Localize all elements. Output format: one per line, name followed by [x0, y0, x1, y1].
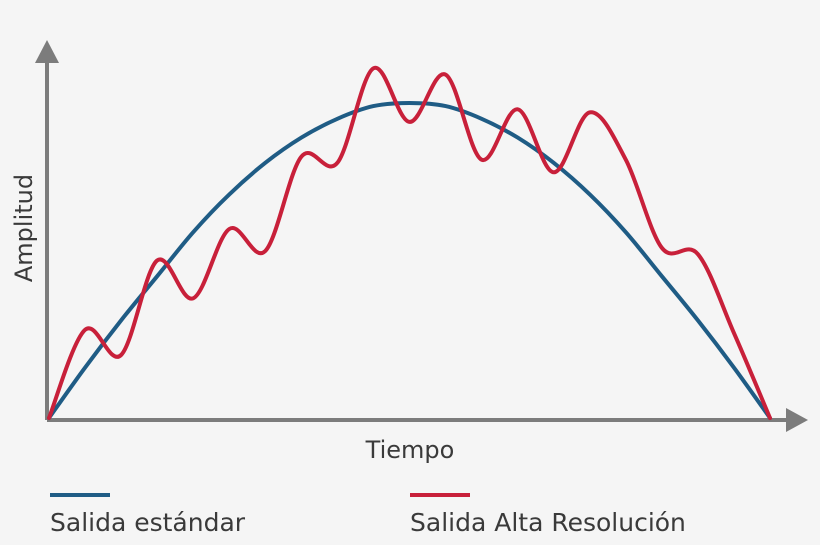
y-axis-arrow-icon [35, 40, 59, 63]
legend-swatch-high-resolution [410, 493, 470, 497]
chart: Tiempo Amplitud [10, 40, 808, 464]
y-axis-label: Amplitud [10, 174, 38, 282]
axes [35, 40, 808, 432]
legend-label-standard: Salida estándar [50, 508, 246, 537]
x-axis-label: Tiempo [365, 436, 455, 464]
legend-item-high-resolution: Salida Alta Resolución [410, 493, 686, 537]
legend-item-standard: Salida estándar [50, 493, 245, 537]
series-line-high-resolution [47, 66, 772, 420]
legend-label-high-resolution: Salida Alta Resolución [410, 508, 686, 537]
legend-swatch-standard [50, 493, 110, 497]
x-axis-arrow-icon [786, 408, 808, 432]
series-layer [47, 66, 772, 420]
